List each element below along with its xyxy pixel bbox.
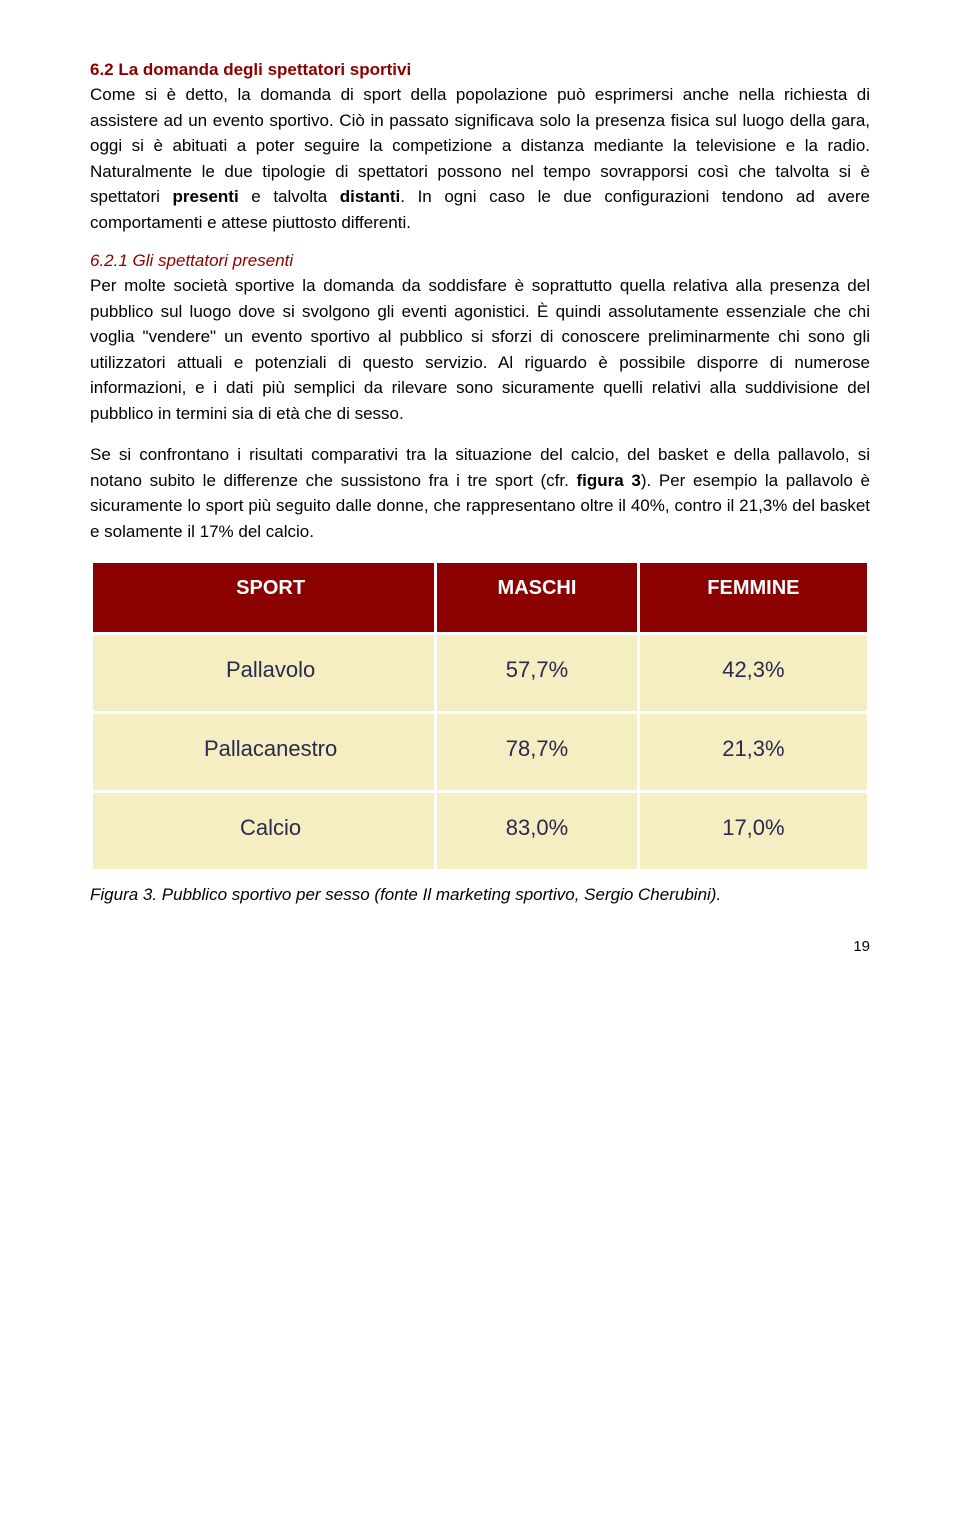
table-cell-femmine: 17,0% — [638, 792, 868, 871]
table-cell-maschi: 83,0% — [436, 792, 639, 871]
figure-caption: Figura 3. Pubblico sportivo per sesso (f… — [90, 882, 870, 908]
table-header-femmine: FEMMINE — [638, 562, 868, 634]
table-cell-femmine: 42,3% — [638, 634, 868, 713]
table-cell-maschi: 78,7% — [436, 713, 639, 792]
table-row: Pallavolo 57,7% 42,3% — [92, 634, 869, 713]
table-cell-sport: Pallavolo — [92, 634, 436, 713]
page-number: 19 — [90, 938, 870, 955]
table-cell-sport: Pallacanestro — [92, 713, 436, 792]
table-cell-femmine: 21,3% — [638, 713, 868, 792]
subsection-paragraph-2: Se si confrontano i risultati comparativ… — [90, 442, 870, 544]
section-heading: 6.2 La domanda degli spettatori sportivi — [90, 60, 870, 80]
table-header-row: SPORT MASCHI FEMMINE — [92, 562, 869, 634]
sport-gender-table: SPORT MASCHI FEMMINE Pallavolo 57,7% 42,… — [90, 560, 870, 872]
table-row: Calcio 83,0% 17,0% — [92, 792, 869, 871]
table-cell-sport: Calcio — [92, 792, 436, 871]
table-header-maschi: MASCHI — [436, 562, 639, 634]
subsection-heading: 6.2.1 Gli spettatori presenti — [90, 251, 870, 271]
bold-text-distanti: distanti — [340, 187, 400, 206]
table-header-sport: SPORT — [92, 562, 436, 634]
text-run: e talvolta — [239, 187, 340, 206]
bold-text-figura: figura 3 — [576, 471, 640, 490]
bold-text-presenti: presenti — [173, 187, 239, 206]
table-cell-maschi: 57,7% — [436, 634, 639, 713]
section-paragraph-1: Come si è detto, la domanda di sport del… — [90, 82, 870, 235]
subsection-paragraph-1: Per molte società sportive la domanda da… — [90, 273, 870, 426]
page-content: 6.2 La domanda degli spettatori sportivi… — [0, 0, 960, 1005]
table-row: Pallacanestro 78,7% 21,3% — [92, 713, 869, 792]
